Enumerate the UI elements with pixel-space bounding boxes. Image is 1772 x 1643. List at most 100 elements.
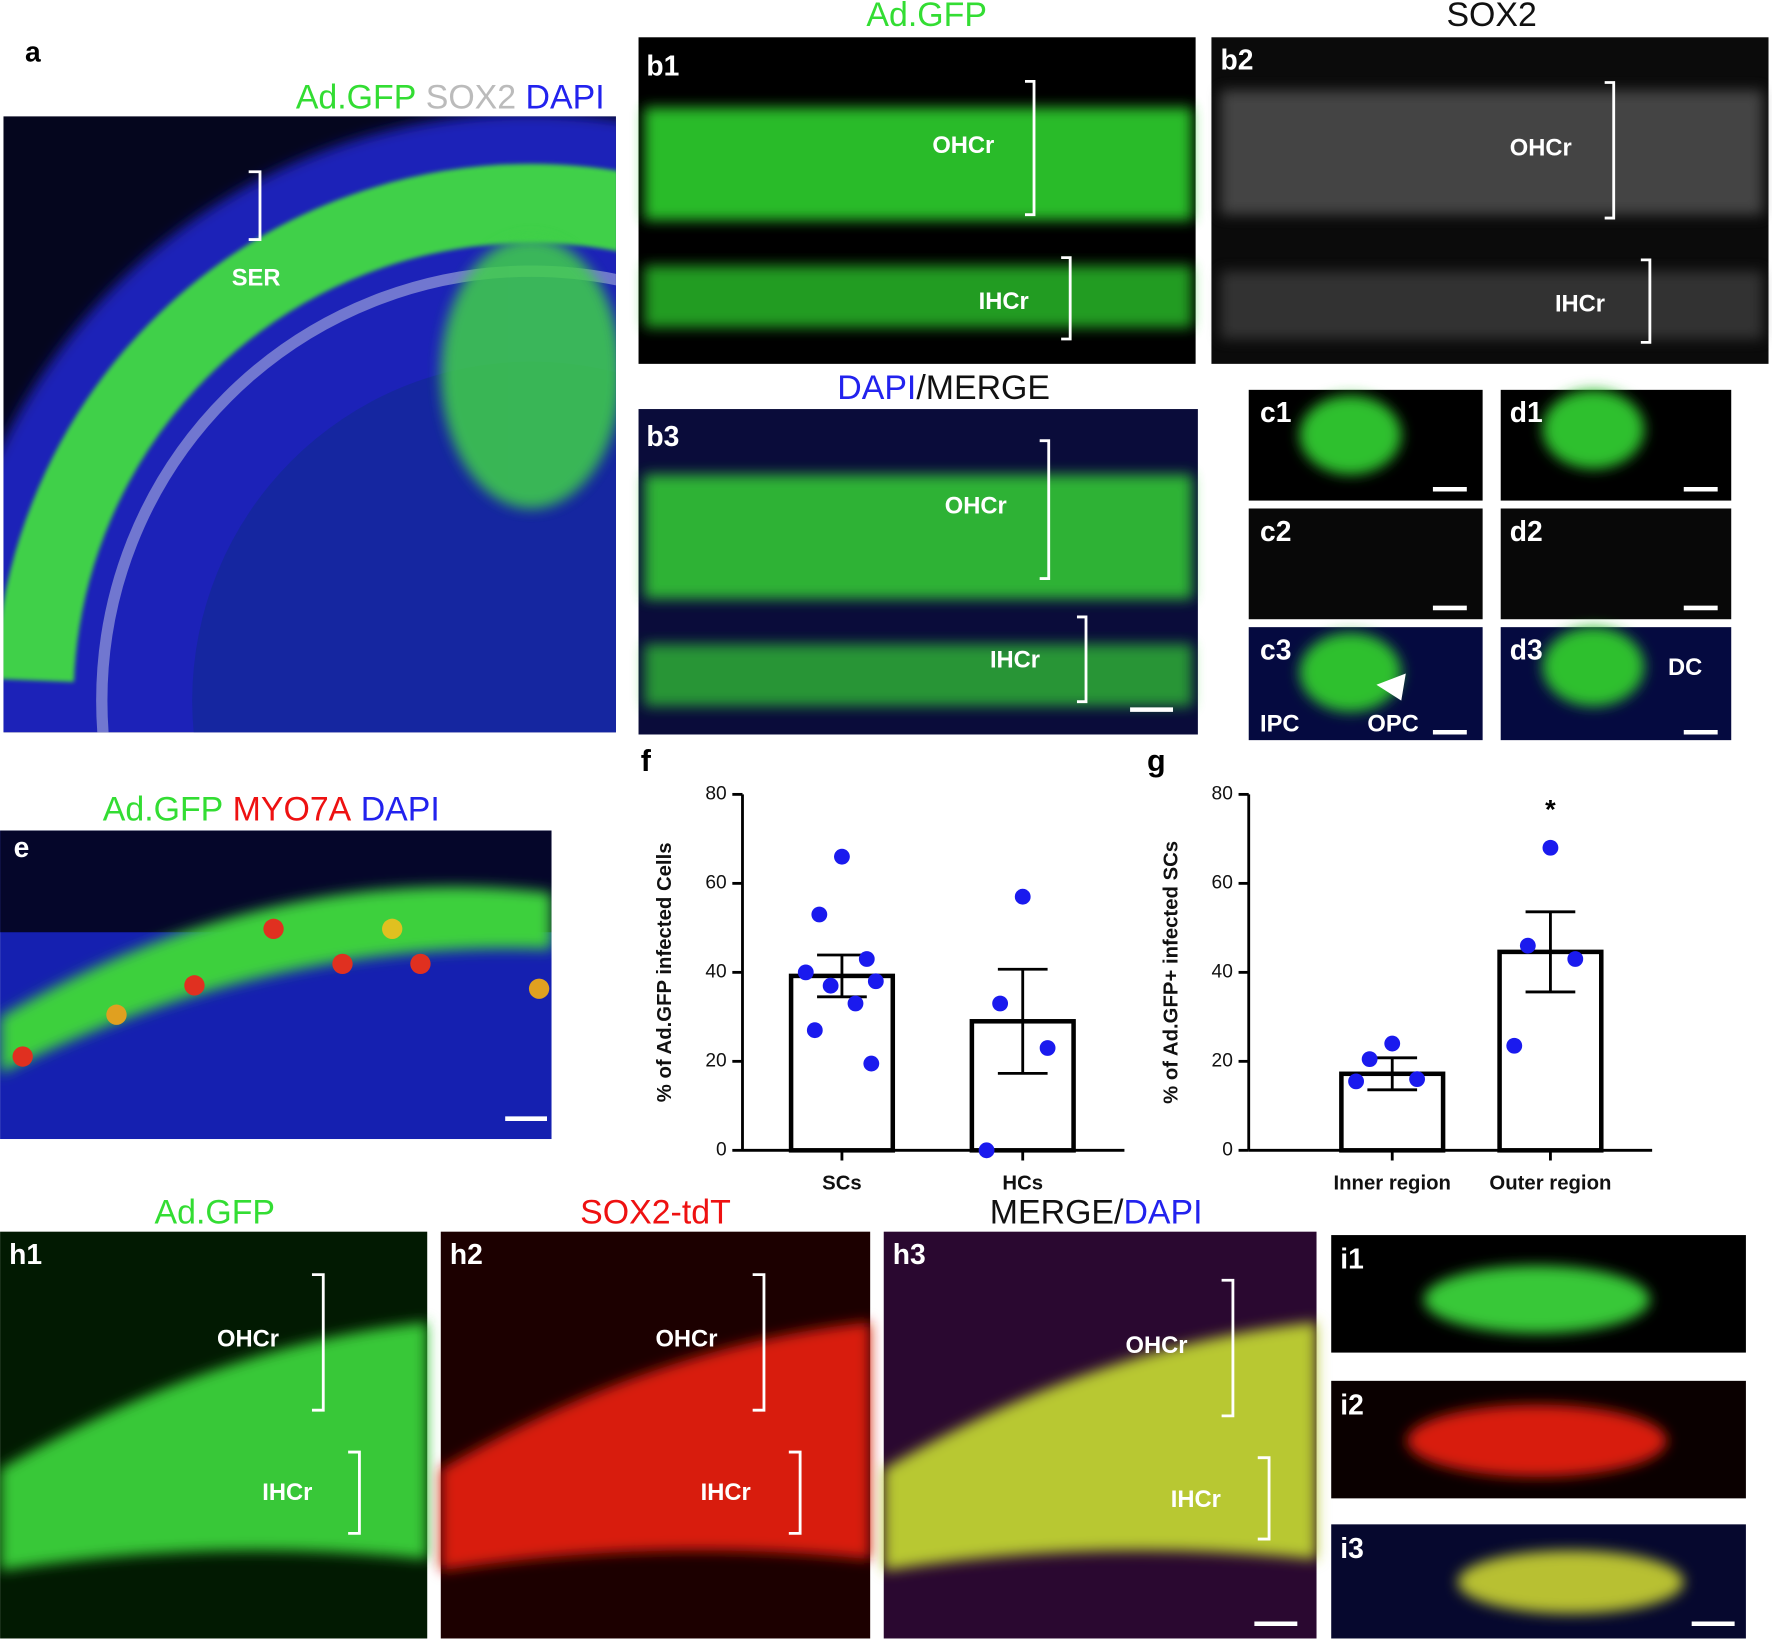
data-point [822, 977, 839, 994]
y-tick-label: 60 [1212, 872, 1233, 893]
bracket [788, 1450, 802, 1535]
micrograph-content [644, 644, 1193, 707]
data-point [1014, 888, 1031, 905]
panel-title: DAPI/MERGE [837, 369, 1050, 407]
panel-label: i3 [1340, 1532, 1364, 1564]
micrograph-content [1457, 1550, 1684, 1614]
y-axis-label: % of Ad.GFP infected Cells [654, 842, 676, 1102]
bracket [1076, 615, 1088, 704]
bracket [1039, 439, 1051, 580]
annotation: OHCr [217, 1326, 279, 1352]
panels-i: i1 i2 i3 [1331, 1235, 1746, 1639]
data-point [1361, 1051, 1378, 1068]
micrograph [1248, 508, 1483, 620]
panel-label: h1 [9, 1238, 42, 1270]
bracket [752, 1273, 766, 1412]
data-point [1348, 1073, 1364, 1090]
data-point [847, 995, 864, 1012]
annotation: OHCr [932, 133, 994, 159]
data-point [811, 906, 828, 923]
panel-b3: DAPI/MERGE b3 OHCr IHCr [638, 369, 1198, 735]
panel-label: b1 [646, 49, 679, 81]
x-tick-label: Inner region [1333, 1173, 1450, 1195]
significance: * [1545, 793, 1556, 824]
error-bar [997, 967, 1048, 1075]
y-tick-label: 20 [705, 1050, 726, 1071]
y-axis-label: % of Ad.GFP+ infected SCs [1160, 841, 1182, 1104]
panel-title: SOX2-tdT [580, 1194, 731, 1232]
panel-label: d2 [1510, 515, 1543, 547]
micrograph-content [644, 474, 1193, 599]
annotation: IPC [1260, 712, 1300, 738]
panel-h1: Ad.GFP h1 OHCr IHCr [0, 1194, 428, 1639]
panel-label: a [25, 36, 41, 68]
panel-h2: SOX2-tdT h2 OHCr IHCr [440, 1194, 871, 1639]
panel-label: c1 [1260, 396, 1291, 428]
annotation: OHCr [655, 1326, 717, 1352]
annotation: OHCr [1126, 1333, 1188, 1359]
y-tick-label: 80 [1212, 783, 1233, 804]
bracket [1221, 1278, 1235, 1418]
charts: f % of Ad.GFP infected Cells 0 20 40 60 80 SCs H… [641, 744, 1653, 1195]
bracket [1257, 1456, 1271, 1541]
micrograph-content [883, 1322, 1317, 1571]
panel-label: b3 [646, 420, 679, 452]
data-point [1567, 951, 1584, 967]
micrograph-content [1542, 389, 1645, 469]
annotation: IHCr [1171, 1487, 1221, 1513]
micrograph-content [1542, 627, 1645, 707]
panel-title: Ad.GFP [866, 0, 986, 34]
panel-title: Ad.GFP [155, 1194, 275, 1232]
arrowhead [1376, 673, 1406, 701]
micrograph-content [0, 830, 552, 1074]
error-bar [1525, 910, 1576, 994]
data-point [1519, 937, 1536, 954]
annotation: IHCr [701, 1480, 751, 1506]
bracket [1061, 256, 1072, 341]
data-point [1409, 1071, 1426, 1088]
data-point [867, 973, 884, 990]
panel-title: Ad.GFP MYO7A DAPI [103, 790, 440, 828]
panel-title: SOX2 [1446, 0, 1536, 34]
chart-label: g [1147, 744, 1166, 778]
annotation: SER [232, 265, 281, 291]
micrograph-content [1220, 271, 1763, 339]
panels-c-d: c1 c2 c3 IPC OPC d1 d2 d3 DC [1248, 389, 1732, 741]
annotation: DC [1668, 655, 1702, 681]
micrograph-content [1299, 395, 1402, 475]
panel-label: c2 [1260, 515, 1291, 547]
panel-label: b2 [1220, 44, 1253, 76]
micrograph-content [3, 116, 616, 733]
y-tick-label: 40 [705, 961, 726, 982]
micrograph-content [0, 1322, 428, 1571]
micrograph-content [1220, 90, 1763, 215]
bracket [248, 170, 262, 241]
data-point [863, 1055, 880, 1072]
x-tick-label: Outer region [1489, 1173, 1611, 1195]
micrograph-content [1299, 632, 1402, 712]
data-point [806, 1022, 823, 1039]
panel-label: h3 [893, 1238, 926, 1270]
panel-label: c3 [1260, 633, 1291, 665]
panel-e: Ad.GFP MYO7A DAPI e [0, 790, 552, 1140]
micrograph-content [644, 107, 1193, 221]
annotation: IHCr [979, 289, 1029, 315]
panel-label: i1 [1340, 1243, 1364, 1275]
y-tick-label: 80 [705, 783, 726, 804]
panel-title: Ad.GFP SOX2 DAPI [296, 78, 605, 116]
data-point [858, 951, 875, 967]
data-point [978, 1142, 995, 1159]
bracket [311, 1273, 325, 1412]
panel-b1: Ad.GFP b1 OHCr IHCr [638, 0, 1196, 364]
x-tick-label: HCs [1002, 1173, 1043, 1195]
data-point [992, 995, 1009, 1012]
panel-b2: SOX2 b2 OHCr IHCr [1211, 0, 1769, 364]
panel-label: d3 [1510, 633, 1543, 665]
panel-label: e [14, 831, 30, 863]
data-point [834, 848, 850, 865]
y-tick-label: 40 [1212, 961, 1233, 982]
annotation: OHCr [1510, 135, 1572, 161]
data-point [1039, 1040, 1056, 1056]
bracket [1604, 81, 1616, 220]
